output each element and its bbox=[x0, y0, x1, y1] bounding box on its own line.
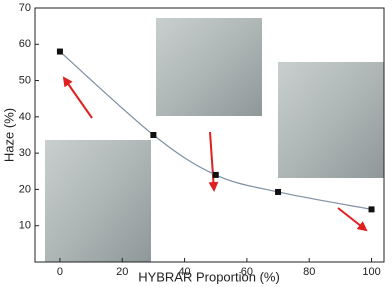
plot-frame bbox=[34, 7, 385, 263]
point-marker bbox=[150, 132, 157, 138]
y-axis-title: Haze (%) bbox=[1, 108, 16, 162]
x-tick-label: 60 bbox=[241, 266, 253, 278]
point-marker bbox=[212, 171, 219, 178]
sample-photo bbox=[45, 140, 151, 262]
y-tick-label: 40 bbox=[19, 111, 31, 123]
y-tick-label: 30 bbox=[19, 147, 31, 159]
x-tick-label: 20 bbox=[116, 266, 128, 278]
point-marker bbox=[56, 48, 63, 55]
y-tick-label: 20 bbox=[19, 183, 31, 195]
x-tick-label: 40 bbox=[178, 266, 190, 278]
arrow bbox=[208, 131, 219, 192]
arrow bbox=[62, 76, 93, 119]
y-tick-label: 70 bbox=[19, 2, 31, 14]
x-tick-label: 80 bbox=[303, 266, 315, 278]
point-marker bbox=[275, 188, 282, 195]
x-tick-label: 100 bbox=[362, 266, 380, 278]
point-marker bbox=[368, 206, 375, 213]
x-axis-title: HYBRAR Proportion (%) bbox=[138, 269, 280, 284]
y-tick-label: 60 bbox=[19, 38, 31, 50]
arrow bbox=[337, 207, 368, 232]
arrows bbox=[62, 76, 368, 232]
photo-insets bbox=[45, 18, 384, 262]
y-tick-label: 10 bbox=[19, 220, 31, 232]
sample-photo bbox=[278, 62, 384, 178]
x-tick-label: 0 bbox=[57, 266, 63, 278]
sample-photo bbox=[156, 18, 262, 116]
y-tick-label: 50 bbox=[19, 74, 31, 86]
